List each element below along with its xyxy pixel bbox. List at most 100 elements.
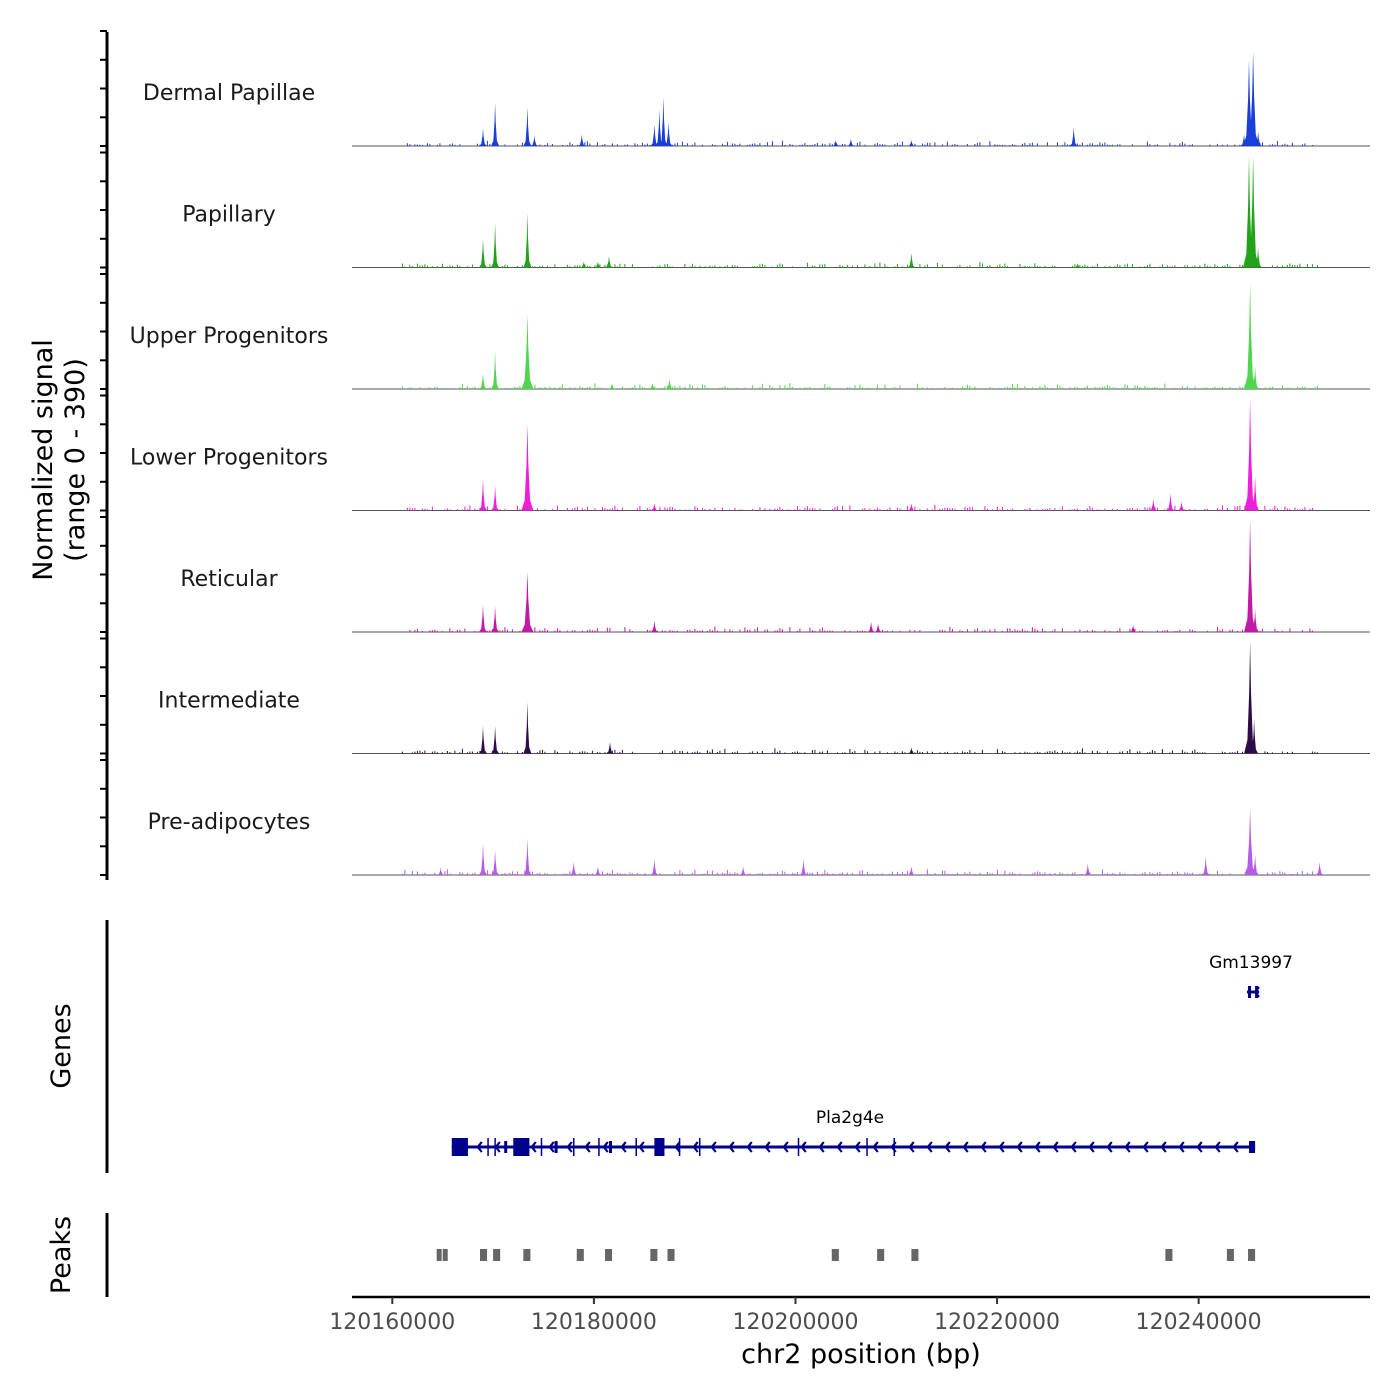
signal-peak: [491, 486, 500, 511]
signal-peak: [1251, 366, 1260, 389]
signal-peak: [907, 747, 916, 754]
strand-arrow: [764, 1141, 771, 1153]
strand-arrow: [1106, 1141, 1113, 1153]
x-tick-label: 120180000: [531, 1310, 657, 1335]
signal-peak: [1254, 247, 1263, 268]
signal-peak: [1250, 719, 1259, 754]
peak-region: [911, 1249, 919, 1261]
track-label: Papillary: [182, 203, 276, 228]
exon: [654, 1138, 665, 1156]
track-lower-progenitors: Lower Progenitors: [130, 398, 1370, 511]
x-tick-label: 120160000: [329, 1310, 455, 1335]
signal-peak: [1254, 131, 1263, 146]
signal-peak: [650, 124, 659, 146]
signal-peak: [799, 859, 808, 875]
track-label: Reticular: [180, 567, 278, 592]
signal-peak: [1244, 398, 1257, 511]
x-axis-title: chr2 position (bp): [741, 1339, 981, 1370]
signal-peak: [648, 383, 657, 389]
track-label: Dermal Papillae: [143, 81, 315, 106]
track-noise: [401, 261, 1318, 268]
x-tick-label: 120200000: [732, 1310, 858, 1335]
signal-peak: [479, 238, 487, 268]
strand-arrow: [1142, 1141, 1149, 1153]
signal-peak: [521, 424, 534, 511]
signal-peak: [523, 839, 532, 875]
strand-arrow: [998, 1141, 1005, 1153]
signal-peak: [650, 620, 659, 632]
track-papillary: Papillary: [182, 155, 1370, 268]
signal-peak: [1240, 134, 1248, 146]
signal-peak: [569, 862, 578, 875]
exon: [513, 1138, 530, 1156]
track-upper-progenitors: Upper Progenitors: [130, 282, 1370, 390]
strand-arrow: [710, 1141, 717, 1153]
exon: [1249, 1141, 1256, 1153]
signal-peak: [1177, 501, 1186, 511]
strand-arrow: [800, 1141, 807, 1153]
peak-region: [650, 1249, 658, 1261]
exon: [451, 1138, 468, 1156]
signal-peak: [1251, 609, 1260, 632]
signal-peak: [479, 128, 487, 146]
strand-arrow: [926, 1141, 933, 1153]
strand-arrow: [1178, 1141, 1185, 1153]
signal-peak: [1247, 155, 1260, 268]
peak-region: [493, 1249, 501, 1261]
signal-peak: [491, 351, 500, 389]
peaks-track: [105, 1213, 1256, 1297]
signal-peak: [907, 503, 916, 511]
signal-peak: [874, 623, 883, 632]
genes-label: Genes: [46, 1003, 77, 1088]
strand-arrow: [944, 1141, 951, 1153]
strand-arrow: [962, 1141, 969, 1153]
signal-peak: [479, 843, 487, 875]
signal-peak: [491, 606, 500, 632]
signal-peak: [1244, 641, 1257, 754]
strand-arrow: [476, 1141, 483, 1153]
track-noise: [401, 869, 1318, 875]
gene-annotation-track: Gm13997 Pla2g4e: [105, 920, 1293, 1173]
strand-arrow: [620, 1141, 627, 1153]
peak-region: [523, 1249, 531, 1261]
signal-peak: [577, 134, 586, 146]
signal-peak: [1251, 854, 1260, 875]
signal-peak: [1083, 863, 1092, 875]
strand-arrow: [746, 1141, 753, 1153]
track-label: Intermediate: [158, 689, 300, 714]
peak-region: [576, 1249, 584, 1261]
signal-peak: [659, 97, 668, 146]
coverage-tracks: Dermal Papillae Papillary Upper Progenitor…: [130, 51, 1370, 876]
peak-region: [667, 1249, 675, 1261]
signal-peak: [867, 621, 876, 632]
strand-arrow: [548, 1141, 555, 1153]
signal-peak: [593, 261, 602, 268]
signal-peak: [739, 866, 748, 875]
strand-arrow: [1016, 1141, 1023, 1153]
track-label: Upper Progenitors: [130, 324, 329, 349]
strand-arrow: [602, 1141, 609, 1153]
gene-label: Pla2g4e: [816, 1108, 884, 1128]
y-axis-label-line2: (range 0 - 390): [60, 358, 91, 562]
peak-region: [436, 1249, 442, 1261]
track-noise: [409, 626, 1313, 632]
signal-peak: [1244, 808, 1257, 875]
strand-arrow: [908, 1141, 915, 1153]
signal-peak: [664, 123, 673, 146]
strand-arrow: [1070, 1141, 1077, 1153]
exon: [1248, 986, 1252, 998]
strand-arrow: [674, 1141, 681, 1153]
signal-peak: [650, 859, 659, 875]
signal-peak: [1129, 624, 1138, 632]
peak-region: [1226, 1249, 1234, 1261]
signal-peak: [608, 383, 616, 389]
peak-region: [442, 1249, 448, 1261]
strand-arrow: [530, 1141, 537, 1153]
exon: [554, 1141, 558, 1153]
peak-region: [1248, 1249, 1256, 1261]
signal-peak: [1149, 499, 1158, 511]
x-tick-label: 120240000: [1136, 1310, 1262, 1335]
signal-peak: [1315, 862, 1324, 875]
strand-arrow: [1052, 1141, 1059, 1153]
